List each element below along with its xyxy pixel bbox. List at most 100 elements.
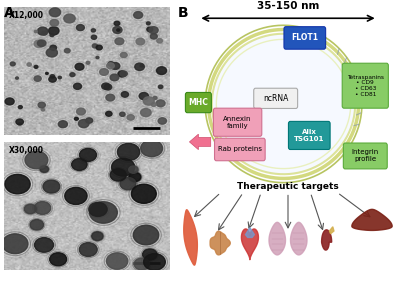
Circle shape bbox=[143, 97, 154, 105]
Circle shape bbox=[92, 232, 103, 241]
Circle shape bbox=[79, 243, 97, 257]
Circle shape bbox=[136, 38, 145, 45]
Text: Integrin
profile: Integrin profile bbox=[352, 149, 379, 162]
Circle shape bbox=[110, 169, 126, 181]
Circle shape bbox=[153, 96, 157, 99]
Circle shape bbox=[147, 27, 153, 32]
Circle shape bbox=[118, 143, 140, 160]
Circle shape bbox=[34, 201, 51, 214]
Circle shape bbox=[46, 72, 48, 74]
Polygon shape bbox=[352, 209, 392, 230]
Circle shape bbox=[74, 117, 78, 120]
Circle shape bbox=[156, 67, 167, 74]
Text: Tetraspanins
• CD9
• CD63
• CD81: Tetraspanins • CD9 • CD63 • CD81 bbox=[347, 74, 384, 97]
FancyBboxPatch shape bbox=[186, 92, 211, 113]
Circle shape bbox=[30, 219, 44, 230]
Circle shape bbox=[111, 63, 120, 69]
Circle shape bbox=[70, 73, 75, 77]
Text: B: B bbox=[178, 6, 189, 20]
Circle shape bbox=[50, 75, 55, 78]
Circle shape bbox=[86, 118, 93, 123]
Polygon shape bbox=[184, 210, 197, 265]
Circle shape bbox=[18, 123, 22, 125]
Circle shape bbox=[158, 118, 166, 124]
Circle shape bbox=[157, 38, 162, 43]
Text: Therapeutic targets: Therapeutic targets bbox=[237, 182, 339, 191]
Circle shape bbox=[16, 77, 18, 79]
Circle shape bbox=[80, 148, 96, 162]
Text: MHC: MHC bbox=[188, 98, 208, 107]
Polygon shape bbox=[210, 231, 230, 255]
Circle shape bbox=[48, 27, 59, 35]
Circle shape bbox=[140, 108, 151, 117]
Circle shape bbox=[34, 65, 38, 68]
Circle shape bbox=[134, 12, 143, 19]
Circle shape bbox=[24, 204, 36, 214]
FancyBboxPatch shape bbox=[288, 121, 330, 149]
Circle shape bbox=[78, 119, 89, 128]
Circle shape bbox=[129, 172, 141, 182]
Circle shape bbox=[114, 21, 120, 26]
Circle shape bbox=[72, 158, 87, 171]
Circle shape bbox=[96, 56, 99, 59]
Circle shape bbox=[120, 112, 125, 116]
Circle shape bbox=[149, 27, 158, 34]
Circle shape bbox=[58, 121, 68, 128]
Circle shape bbox=[133, 225, 159, 245]
FancyBboxPatch shape bbox=[343, 143, 387, 169]
Circle shape bbox=[113, 26, 122, 33]
Circle shape bbox=[92, 44, 98, 48]
Circle shape bbox=[129, 166, 138, 173]
Circle shape bbox=[141, 140, 162, 157]
Circle shape bbox=[34, 40, 44, 47]
Circle shape bbox=[16, 119, 24, 125]
Circle shape bbox=[50, 19, 59, 26]
Circle shape bbox=[41, 108, 45, 111]
FancyBboxPatch shape bbox=[342, 63, 388, 108]
Circle shape bbox=[96, 45, 102, 50]
FancyBboxPatch shape bbox=[214, 108, 262, 136]
FancyArrow shape bbox=[190, 134, 211, 150]
Circle shape bbox=[27, 63, 31, 66]
Circle shape bbox=[34, 76, 41, 81]
Circle shape bbox=[144, 253, 165, 270]
Circle shape bbox=[115, 38, 124, 45]
Circle shape bbox=[139, 92, 148, 100]
Text: ncRNA: ncRNA bbox=[263, 94, 288, 103]
Circle shape bbox=[42, 31, 47, 35]
Circle shape bbox=[38, 40, 46, 46]
Circle shape bbox=[49, 8, 61, 17]
Circle shape bbox=[100, 69, 108, 75]
Circle shape bbox=[150, 34, 157, 39]
Circle shape bbox=[46, 48, 58, 57]
Circle shape bbox=[50, 45, 56, 50]
Text: Annexin
family: Annexin family bbox=[223, 116, 252, 129]
Circle shape bbox=[127, 115, 134, 120]
Circle shape bbox=[106, 253, 128, 269]
Circle shape bbox=[107, 63, 114, 69]
Circle shape bbox=[86, 61, 90, 64]
Circle shape bbox=[120, 71, 127, 76]
Polygon shape bbox=[330, 227, 334, 234]
Polygon shape bbox=[242, 229, 258, 260]
Polygon shape bbox=[322, 230, 332, 250]
Circle shape bbox=[10, 62, 15, 66]
Circle shape bbox=[2, 234, 28, 254]
Circle shape bbox=[18, 106, 22, 109]
Circle shape bbox=[108, 62, 114, 66]
Circle shape bbox=[89, 202, 107, 216]
Text: Rab proteins: Rab proteins bbox=[218, 146, 262, 153]
Circle shape bbox=[146, 22, 150, 25]
Circle shape bbox=[121, 92, 128, 97]
Circle shape bbox=[50, 253, 67, 266]
Circle shape bbox=[38, 27, 48, 35]
Polygon shape bbox=[290, 222, 307, 255]
Circle shape bbox=[135, 63, 144, 71]
Circle shape bbox=[40, 166, 48, 173]
Polygon shape bbox=[246, 228, 254, 237]
Circle shape bbox=[140, 64, 144, 67]
Circle shape bbox=[142, 249, 157, 260]
Circle shape bbox=[34, 30, 38, 33]
Circle shape bbox=[43, 180, 60, 193]
FancyBboxPatch shape bbox=[214, 138, 265, 161]
